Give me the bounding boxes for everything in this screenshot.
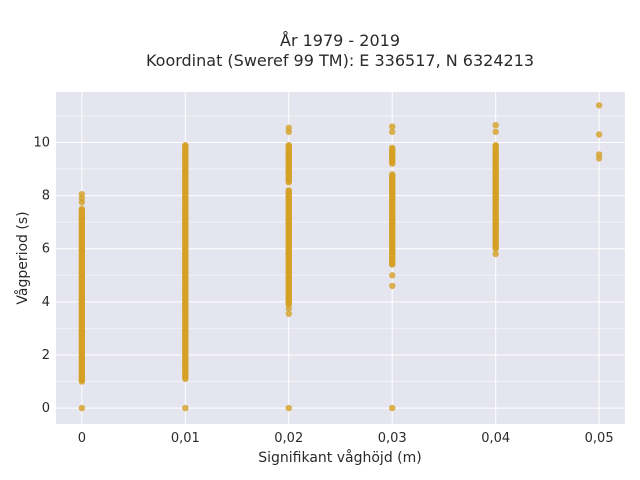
data-point xyxy=(285,141,292,149)
data-point xyxy=(389,123,396,130)
y-tick-label: 6 xyxy=(42,242,50,257)
x-tick-label: 0,01 xyxy=(171,431,200,446)
data-points xyxy=(78,102,603,412)
data-point xyxy=(389,272,396,279)
data-point xyxy=(492,250,499,258)
chart-title-line1: År 1979 - 2019 xyxy=(280,31,400,50)
data-point xyxy=(285,124,292,132)
data-point xyxy=(389,404,396,412)
y-axis-title: Vågperiod (s) xyxy=(14,211,31,304)
data-point xyxy=(285,310,292,317)
x-tick-label: 0,05 xyxy=(585,431,614,446)
data-point xyxy=(595,102,603,109)
y-tick-label: 8 xyxy=(42,189,50,204)
data-point xyxy=(492,128,499,136)
data-point xyxy=(492,141,499,149)
data-point xyxy=(78,205,86,213)
data-point xyxy=(285,305,292,312)
data-point xyxy=(492,122,499,129)
data-point xyxy=(595,131,603,138)
y-tick-label: 2 xyxy=(42,348,50,363)
data-point xyxy=(78,191,86,198)
plot-area xyxy=(56,92,625,424)
data-point xyxy=(285,187,292,194)
data-point xyxy=(182,404,189,412)
data-point xyxy=(389,128,396,136)
x-tick-label: 0 xyxy=(78,431,86,446)
tick-labels: 0 2 4 6 8 10 0 0,01 0,02 0,03 0,04 0,05 xyxy=(33,135,613,446)
x-tick-label: 0,03 xyxy=(378,431,407,446)
data-point xyxy=(182,141,189,149)
data-point xyxy=(389,282,396,290)
chart-title-line2: Koordinat (Sweref 99 TM): E 336517, N 63… xyxy=(146,51,534,70)
x-tick-label: 0,02 xyxy=(274,431,303,446)
data-point xyxy=(78,404,86,412)
y-tick-label: 4 xyxy=(42,295,50,310)
x-axis-title: Signifikant våghöjd (m) xyxy=(258,449,421,466)
x-tick-label: 0,04 xyxy=(481,431,510,446)
y-tick-label: 0 xyxy=(42,401,50,416)
y-tick-label: 10 xyxy=(33,135,50,150)
data-point xyxy=(389,171,396,178)
data-point xyxy=(389,144,396,151)
data-point xyxy=(595,151,603,158)
data-point xyxy=(285,404,292,412)
